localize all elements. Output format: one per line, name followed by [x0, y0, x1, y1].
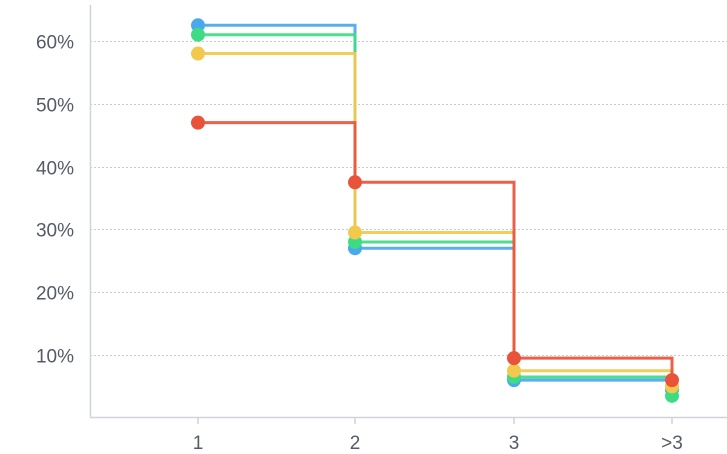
x-axis-tick-labels: 1 2 3 >3 [193, 433, 683, 454]
series-line [198, 52, 674, 387]
x-tick-label: 1 [193, 433, 204, 454]
gridlines [90, 41, 727, 356]
axes [89, 5, 727, 424]
y-tick-label: 20% [36, 284, 74, 305]
x-tick-label: 2 [350, 433, 361, 454]
series-line [198, 121, 674, 381]
data-point[interactable] [191, 27, 205, 42]
data-point[interactable] [665, 373, 679, 388]
series-points [191, 18, 679, 403]
y-tick-label: 50% [36, 96, 74, 117]
data-point[interactable] [348, 225, 362, 240]
x-tick-label: >3 [661, 433, 683, 454]
series-lines [198, 23, 674, 396]
series-line [198, 33, 674, 396]
data-point[interactable] [507, 351, 521, 366]
data-point[interactable] [191, 46, 205, 61]
series-line [198, 23, 674, 390]
data-point[interactable] [348, 175, 362, 190]
data-point[interactable] [191, 115, 205, 130]
y-tick-label: 40% [36, 159, 74, 180]
data-point[interactable] [507, 363, 521, 378]
x-tick-label: 3 [509, 433, 520, 454]
y-tick-label: 30% [36, 221, 74, 242]
y-axis-tick-labels: 10% 20% 30% 40% 50% 60% [36, 33, 74, 368]
y-tick-label: 60% [36, 33, 74, 54]
y-tick-label: 10% [36, 347, 74, 368]
